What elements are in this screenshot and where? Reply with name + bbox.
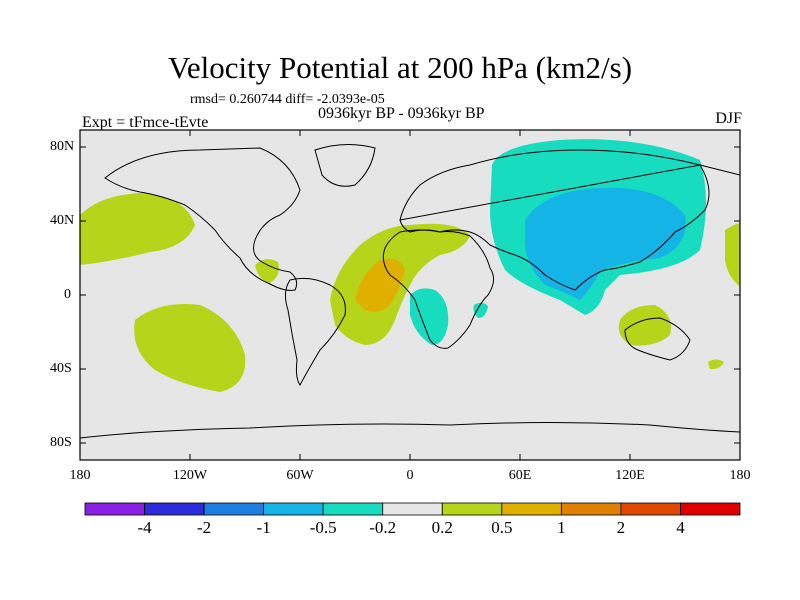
colorbar-tick-label: -1 [256,518,271,537]
colorbar-swatch [560,502,622,516]
coast-africa [382,229,494,349]
contour-negative-asia-inner [525,187,686,300]
lon-label-180w: 180 [69,468,91,483]
coast-north-america [104,147,301,291]
colorbar-tick-label: -0.5 [309,518,337,537]
contour-positive-fiji [708,359,724,370]
colorbar-tick-label: 4 [676,518,685,537]
colorbar-swatch [144,502,205,516]
contour-positive-ne-pacific [80,193,195,265]
lat-label-eq: 0 [64,287,71,302]
colorbar-swatch [620,502,681,516]
colorbar-swatch [441,502,503,516]
colorbar-tick-label: -0.2 [369,518,397,537]
colorbar-tick-label: 1 [557,518,566,537]
lon-label-0: 0 [406,468,414,483]
colorbar-swatch [680,502,741,516]
contour-negative-safrica [410,288,449,345]
colorbar-swatch [84,502,145,516]
coast-south-america [284,277,346,386]
lat-label-80n: 80N [50,139,75,154]
stats-line: rmsd= 0.260744 diff= -2.0393e-05 [190,92,385,107]
colorbar-tick-label: 0.2 [431,518,453,537]
colorbar-swatch [382,502,443,516]
contour-negative-madagascar [473,302,488,318]
lon-label-60w: 60W [286,468,314,483]
experiment-label: Expt = tFmce-tEvte [82,114,209,131]
contour-positive-se-pacific [134,304,246,392]
subtitle: 0936kyr BP - 0936kyr BP [318,105,485,122]
colorbar-tick-label: 2 [616,518,626,537]
colorbar-swatch [203,502,265,516]
colorbar-swatch [501,502,562,516]
lon-label-120w: 120W [172,468,208,483]
contour-positive-nw-pacific-edge [725,223,740,287]
colorbar-tick-label: 0.5 [491,518,513,537]
lat-label-40n: 40N [50,213,75,228]
lon-label-60e: 60E [508,468,532,483]
lon-label-120e: 120E [615,468,645,483]
contour-positive-australia [618,305,671,346]
lat-label-80s: 80S [50,435,72,450]
colorbar-swatch [322,502,384,516]
contour-positive-caribbean [255,259,279,283]
plot-title: Velocity Potential at 200 hPa (km2/s) [167,50,633,85]
lon-label-180e: 180 [729,468,751,483]
axis-ticks [80,130,740,460]
lat-label-40s: 40S [50,361,72,376]
colorbar-swatch [263,502,324,516]
colorbar [84,502,741,516]
contour-positive-atlantic-core [355,258,405,312]
colorbar-tick-label: -2 [196,518,212,537]
coast-greenland [314,144,376,187]
season-label: DJF [715,110,742,127]
colorbar-tick-label: -4 [137,518,152,537]
coast-antarctica [80,422,740,439]
coastlines [80,144,740,439]
coast-australia [624,317,691,361]
